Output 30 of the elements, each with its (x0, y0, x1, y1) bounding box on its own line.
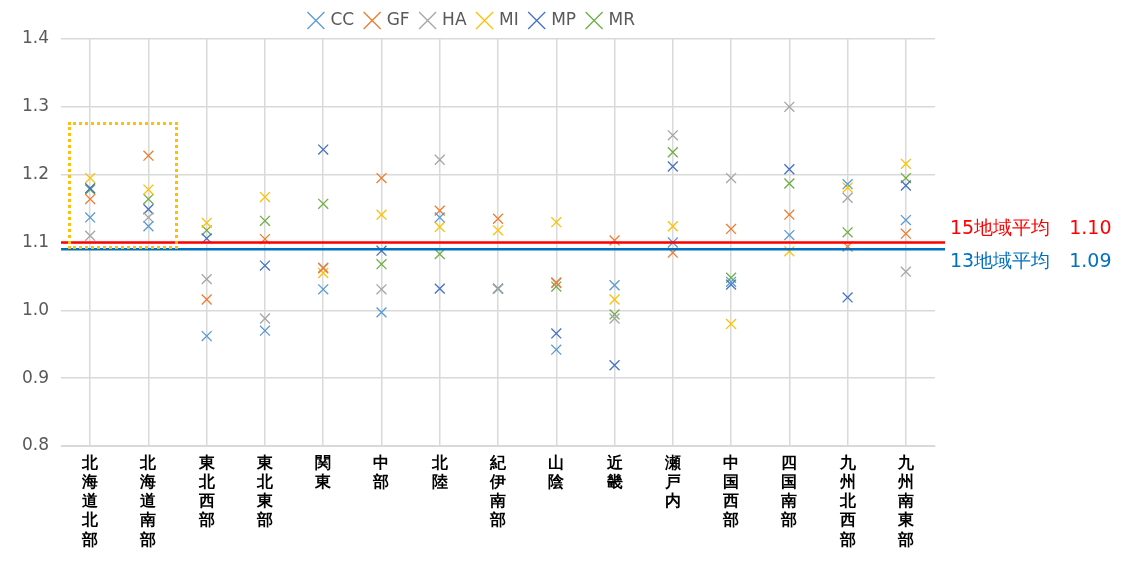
x-tick-label: 東北西部 (197, 452, 216, 530)
legend-label: HA (442, 8, 467, 29)
y-tick-label: 0.9 (21, 366, 50, 387)
legend-label: GF (386, 8, 410, 29)
x-tick-label: 九州北西部 (838, 452, 857, 549)
legend-label: MI (499, 8, 519, 29)
x-tick-label: 瀬戸内 (663, 452, 681, 511)
x-tick-label: 東北東部 (255, 452, 274, 530)
y-tick-label: 1.0 (21, 298, 50, 319)
x-tick-label: 関東 (314, 452, 333, 491)
ref-line-label: 13地域平均 1.09 (950, 249, 1112, 272)
y-tick-label: 1.1 (21, 230, 50, 251)
x-tick-label: 北海道北部 (81, 452, 100, 549)
x-tick-label: 四国南部 (780, 452, 798, 530)
x-tick-label: 九州南東部 (896, 452, 915, 549)
x-tick-label: 紀伊南部 (489, 452, 508, 530)
legend-label: CC (330, 8, 355, 29)
ref-line-label: 15地域平均 1.10 (950, 216, 1112, 239)
x-tick-label: 近畿 (605, 452, 624, 491)
y-tick-label: 1.4 (21, 27, 50, 48)
y-tick-label: 0.8 (21, 434, 50, 455)
y-tick-label: 1.2 (21, 163, 50, 184)
x-tick-label: 中部 (372, 452, 390, 491)
x-tick-label: 北海道南部 (139, 452, 158, 549)
legend-label: MP (551, 8, 577, 29)
y-tick-label: 1.3 (21, 95, 50, 116)
legend-label: MR (608, 8, 636, 29)
x-tick-label: 中国西部 (722, 452, 740, 530)
x-tick-label: 山陰 (548, 452, 566, 491)
x-tick-label: 北陸 (430, 452, 449, 491)
